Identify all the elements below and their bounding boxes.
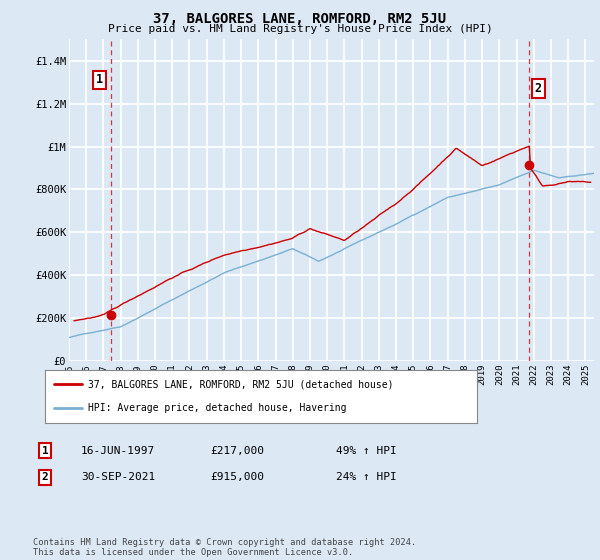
Text: 2: 2 xyxy=(535,82,542,95)
Text: 37, BALGORES LANE, ROMFORD, RM2 5JU: 37, BALGORES LANE, ROMFORD, RM2 5JU xyxy=(154,12,446,26)
Text: Contains HM Land Registry data © Crown copyright and database right 2024.
This d: Contains HM Land Registry data © Crown c… xyxy=(33,538,416,557)
Text: £217,000: £217,000 xyxy=(210,446,264,456)
Text: Price paid vs. HM Land Registry's House Price Index (HPI): Price paid vs. HM Land Registry's House … xyxy=(107,24,493,34)
Text: HPI: Average price, detached house, Havering: HPI: Average price, detached house, Have… xyxy=(88,403,347,413)
Text: 24% ↑ HPI: 24% ↑ HPI xyxy=(336,472,397,482)
Text: 49% ↑ HPI: 49% ↑ HPI xyxy=(336,446,397,456)
Text: 37, BALGORES LANE, ROMFORD, RM2 5JU (detached house): 37, BALGORES LANE, ROMFORD, RM2 5JU (det… xyxy=(88,380,394,390)
Text: 30-SEP-2021: 30-SEP-2021 xyxy=(81,472,155,482)
Text: 16-JUN-1997: 16-JUN-1997 xyxy=(81,446,155,456)
Text: 1: 1 xyxy=(41,446,49,456)
Text: 1: 1 xyxy=(96,73,103,86)
Text: 2: 2 xyxy=(41,472,49,482)
Text: £915,000: £915,000 xyxy=(210,472,264,482)
